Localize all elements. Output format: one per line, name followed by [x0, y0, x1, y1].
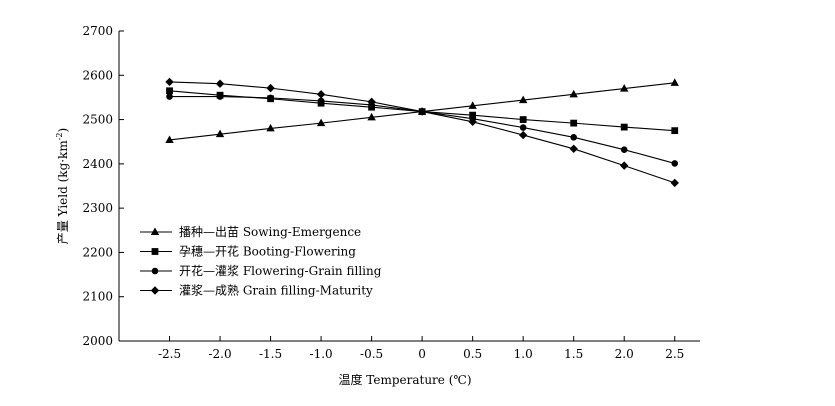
data-point — [266, 83, 275, 93]
data-point — [469, 111, 477, 119]
axes: 2000 2100 2200 2300 2400 2500 2600 2700 -2.5 -2.0… — [82, 24, 700, 361]
data-point — [670, 178, 679, 188]
legend-label: 播种—出苗 Sowing-Emergence — [179, 225, 361, 239]
y-axis-title-superscript: -2 — [55, 132, 64, 140]
legend-marker — [151, 248, 159, 255]
legend-marker — [151, 267, 159, 275]
data-point — [570, 119, 578, 127]
data-point — [671, 127, 679, 135]
x-tick-label: -0.5 — [360, 347, 383, 361]
data-point — [317, 97, 325, 105]
data-point — [216, 93, 224, 100]
x-tick-label: 0 — [418, 347, 426, 361]
x-axis-title: 温度 Temperature (℃) — [338, 372, 471, 387]
legend-item: 开花—灌浆 Flowering-Grain filling — [140, 263, 382, 278]
y-axis-title-end: ) — [56, 128, 70, 133]
data-point — [267, 94, 274, 102]
data-point — [570, 133, 577, 141]
x-tick-label: 1.5 — [564, 347, 583, 361]
data-point — [215, 79, 225, 88]
y-axis-title: 产量 Yield (kg·km-2) — [55, 128, 70, 244]
y-tick-label: 2000 — [82, 334, 113, 348]
data-point — [165, 135, 174, 143]
series-circle — [166, 93, 679, 167]
data-point — [620, 161, 629, 170]
data-point — [316, 118, 326, 127]
legend-label: 开花—灌浆 Flowering-Grain filling — [179, 263, 382, 278]
data-point — [166, 87, 173, 95]
data-point — [670, 78, 679, 86]
data-point — [569, 144, 578, 153]
x-tick-label: 2.5 — [665, 347, 684, 361]
y-tick-label: 2100 — [82, 290, 113, 304]
y-tick-label: 2200 — [82, 245, 113, 259]
y-tick-label: 2500 — [82, 113, 113, 127]
data-point — [519, 116, 527, 123]
y-axis-title-main: 产量 Yield (kg·km — [56, 140, 70, 245]
data-point — [215, 129, 225, 138]
legend-item: 灌浆—成熟 Grain filling-Maturity — [140, 283, 373, 298]
data-point — [367, 112, 376, 121]
series-line — [169, 95, 675, 164]
x-tick-label: 1.0 — [514, 347, 533, 361]
data-point — [518, 95, 528, 104]
data-point — [165, 77, 174, 87]
data-point — [316, 90, 326, 99]
data-point — [266, 123, 275, 132]
legend-label: 孕穗—开花 Booting-Flowering — [179, 244, 356, 259]
data-point — [620, 84, 629, 92]
legend-marker — [150, 286, 160, 295]
legend-marker — [150, 227, 160, 235]
x-tick-label: 2.0 — [615, 347, 634, 361]
legend: 播种—出苗 Sowing-Emergence 孕穗—开花 Booting-Flow… — [140, 225, 382, 298]
legend-item: 播种—出苗 Sowing-Emergence — [140, 225, 361, 239]
legend-item: 孕穗—开花 Booting-Flowering — [140, 244, 356, 259]
series-diamond — [165, 77, 679, 188]
legend-label: 灌浆—成熟 Grain filling-Maturity — [179, 283, 373, 298]
x-tick-label: -2.5 — [158, 347, 181, 361]
x-tick-label: -1.5 — [259, 347, 282, 361]
data-point — [620, 146, 628, 153]
data-point — [620, 123, 628, 131]
data-point — [367, 97, 376, 107]
data-point — [671, 160, 679, 167]
y-tick-label: 2700 — [82, 24, 113, 38]
y-tick-label: 2300 — [82, 201, 113, 215]
data-point — [518, 130, 528, 140]
series-layer — [165, 77, 679, 188]
data-point — [569, 89, 578, 98]
data-point — [468, 101, 477, 109]
x-tick-label: 0.5 — [463, 347, 482, 361]
data-point — [417, 107, 427, 116]
data-point — [166, 93, 173, 100]
data-point — [519, 124, 527, 131]
x-tick-label: -1.0 — [310, 347, 333, 361]
y-tick-label: 2600 — [82, 68, 113, 82]
y-tick-label: 2400 — [82, 157, 113, 171]
data-point — [468, 117, 477, 126]
x-tick-label: -2.0 — [208, 347, 231, 361]
